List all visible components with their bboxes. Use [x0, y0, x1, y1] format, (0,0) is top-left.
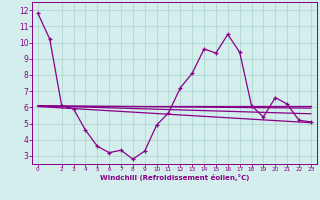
X-axis label: Windchill (Refroidissement éolien,°C): Windchill (Refroidissement éolien,°C) [100, 174, 249, 181]
